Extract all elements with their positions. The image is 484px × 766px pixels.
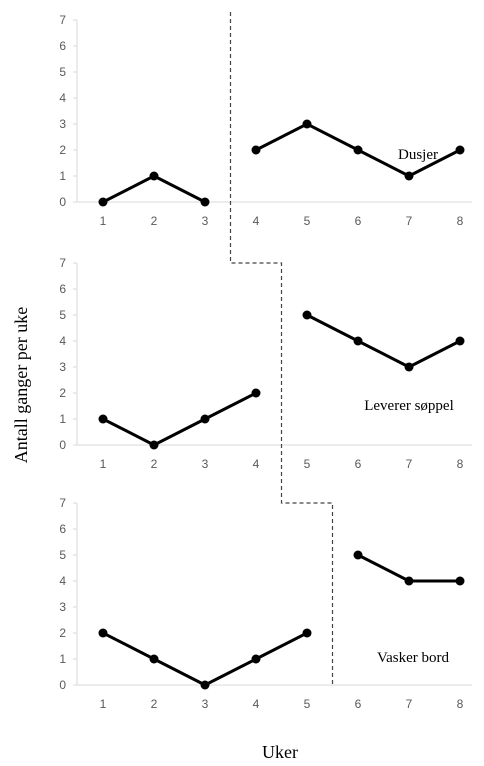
- data-point: [302, 628, 312, 638]
- phase-change-line: [229, 12, 334, 685]
- data-point: [251, 145, 261, 155]
- data-point: [200, 414, 210, 424]
- series-label: Dusjer: [398, 147, 438, 163]
- y-tick-label: 6: [59, 39, 66, 53]
- y-tick-label: 7: [59, 13, 66, 27]
- x-tick-label: 8: [457, 697, 464, 711]
- x-tick-label: 3: [202, 214, 209, 228]
- y-tick-label: 5: [59, 548, 66, 562]
- data-point: [149, 654, 159, 664]
- data-point: [404, 171, 414, 181]
- y-tick-label: 2: [59, 386, 66, 400]
- x-tick-label: 5: [304, 697, 311, 711]
- x-tick-label: 1: [100, 214, 107, 228]
- y-tick-label: 4: [59, 91, 66, 105]
- x-tick-label: 7: [406, 697, 413, 711]
- x-tick-label: 7: [406, 457, 413, 471]
- data-point: [149, 171, 159, 181]
- y-tick-label: 0: [59, 438, 66, 452]
- panel-2: 0 1 2 3 4 5 6 7 1 2 3 4 5 6 7 8 Leverer søppel: [59, 256, 472, 471]
- x-tick-label: 4: [253, 214, 260, 228]
- x-tick-label: 2: [151, 697, 158, 711]
- x-tick-label: 4: [253, 697, 260, 711]
- y-tick-label: 2: [59, 143, 66, 157]
- y-tick-label: 0: [59, 678, 66, 692]
- x-tick-label: 3: [202, 697, 209, 711]
- data-point: [98, 628, 108, 638]
- data-point: [98, 414, 108, 424]
- y-tick-label: 5: [59, 308, 66, 322]
- y-tick-label: 3: [59, 117, 66, 131]
- panel-1: 0 1 2 3 4 5 6 7 1 2 3 4 5 6 7 8 Dusjer: [59, 13, 472, 228]
- data-point: [455, 336, 465, 346]
- series-line-baseline: [102, 631, 308, 687]
- data-point: [200, 680, 210, 690]
- data-point: [353, 550, 363, 560]
- data-point: [353, 336, 363, 346]
- x-tick-label: 2: [151, 457, 158, 471]
- x-tick-label: 5: [304, 214, 311, 228]
- y-tick-label: 6: [59, 282, 66, 296]
- data-point: [251, 388, 261, 398]
- y-tick-label: 1: [59, 652, 66, 666]
- y-tick-label: 7: [59, 256, 66, 270]
- data-point: [98, 197, 108, 207]
- y-tick-label: 6: [59, 522, 66, 536]
- y-tick-label: 2: [59, 626, 66, 640]
- x-tick-label: 5: [304, 457, 311, 471]
- x-tick-label: 4: [253, 457, 260, 471]
- data-point: [404, 576, 414, 586]
- data-point: [455, 145, 465, 155]
- panel-3: 0 1 2 3 4 5 6 7 1 2 3 4 5 6 7 8 Vasker bord: [59, 496, 472, 711]
- x-axis-title: Uker: [262, 742, 298, 762]
- x-tick-label: 8: [457, 214, 464, 228]
- y-tick-label: 1: [59, 412, 66, 426]
- y-tick-label: 1: [59, 169, 66, 183]
- x-tick-label: 1: [100, 457, 107, 471]
- data-point: [353, 145, 363, 155]
- x-tick-label: 6: [355, 214, 362, 228]
- series-line-baseline: [102, 391, 257, 447]
- x-tick-label: 3: [202, 457, 209, 471]
- x-tick-label: 6: [355, 457, 362, 471]
- x-tick-label: 7: [406, 214, 413, 228]
- y-tick-label: 7: [59, 496, 66, 510]
- chart-panels: 0 1 2 3 4 5 6 7 1 2 3 4 5 6 7 8 Dusjer 0 1 2 3 4 5 6 7 1 2 3 4 5 6 7 8 Le…: [59, 13, 472, 711]
- y-axis-title: Antall ganger per uke: [11, 307, 31, 463]
- series-label: Vasker bord: [377, 650, 450, 666]
- x-tick-label: 1: [100, 697, 107, 711]
- data-point: [455, 576, 465, 586]
- data-point: [302, 119, 312, 129]
- y-tick-label: 5: [59, 65, 66, 79]
- x-tick-label: 8: [457, 457, 464, 471]
- series-label: Leverer søppel: [364, 398, 454, 414]
- x-tick-label: 6: [355, 697, 362, 711]
- y-tick-label: 3: [59, 360, 66, 374]
- series-line-intervention: [306, 313, 461, 369]
- x-tick-label: 2: [151, 214, 158, 228]
- data-point: [200, 197, 210, 207]
- data-point: [149, 440, 159, 450]
- y-tick-label: 4: [59, 334, 66, 348]
- y-tick-label: 3: [59, 600, 66, 614]
- data-point: [302, 310, 312, 320]
- data-point: [404, 362, 414, 372]
- y-tick-label: 0: [59, 195, 66, 209]
- y-tick-label: 4: [59, 574, 66, 588]
- data-point: [251, 654, 261, 664]
